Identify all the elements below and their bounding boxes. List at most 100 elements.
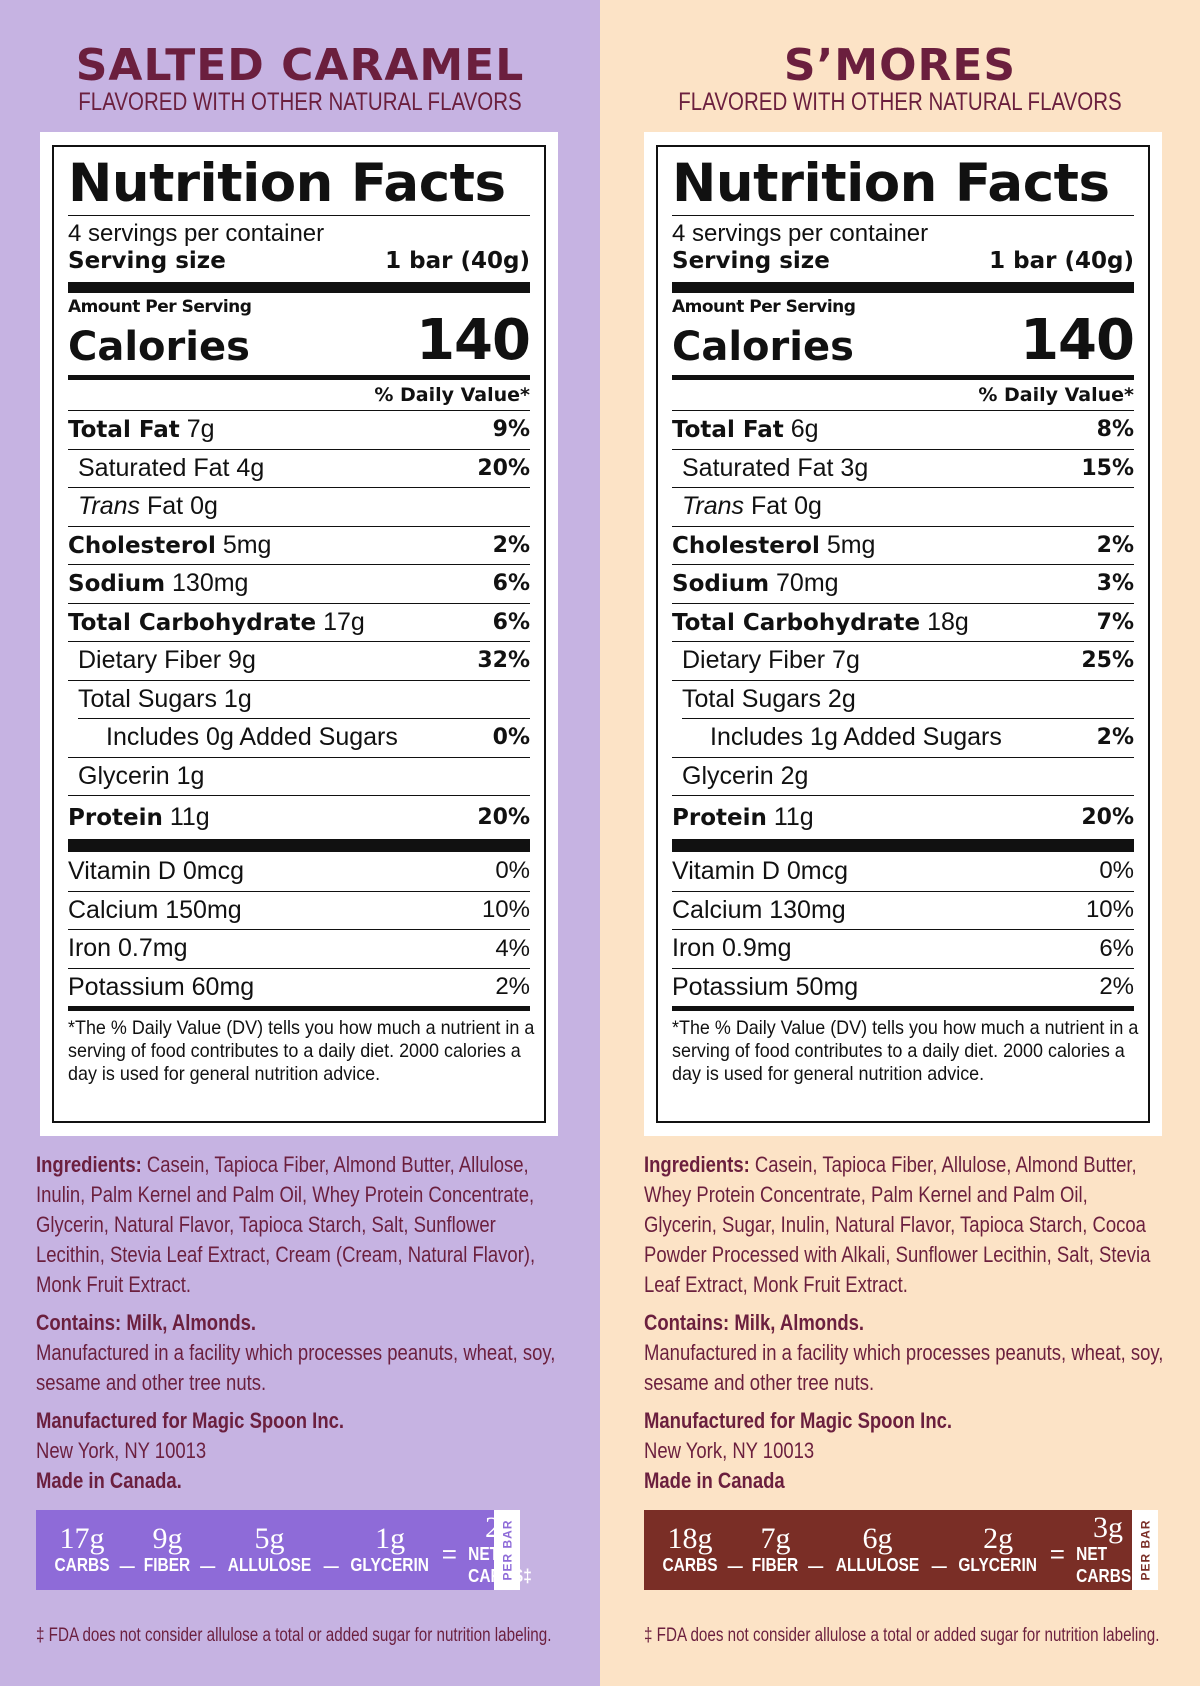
serving-size-label: Serving size — [68, 248, 226, 274]
cholesterol-row: Cholesterol 5mg 2% — [672, 525, 1134, 565]
potassium-row: Potassium 50mg 2% — [672, 967, 1134, 1007]
vitamin-d-row: Vitamin D 0mcg 0% — [672, 856, 1134, 885]
saturated-fat-dv: 20% — [477, 455, 530, 481]
potassium-row: Potassium 60mg 2% — [68, 967, 530, 1007]
ingredients-text: Ingredients: Casein, Tapioca Fiber, Almo… — [36, 1152, 536, 1297]
glycerin-row: Glycerin 2g — [672, 756, 1134, 796]
sodium-row: Sodium 70mg 3% — [672, 564, 1134, 603]
product-info: Ingredients: Casein, Tapioca Fiber, Almo… — [36, 1150, 557, 1496]
flavor-subtitle: FLAVORED WITH OTHER NATURAL FLAVORS — [678, 88, 1122, 116]
total-fat-row: Total Fat 6g 8% — [672, 410, 1134, 449]
net-carbs-equation: 18g CARBS _ 7g FIBER _ 6g ALLULOSE _ 2g GLYC… — [644, 1510, 1140, 1590]
serving-size-value: 1 bar (40g) — [385, 248, 530, 274]
calories-row: Calories 140 — [68, 313, 531, 370]
added-sugars-dv: 0% — [492, 725, 530, 751]
daily-value-header: % Daily Value* — [978, 384, 1134, 406]
sodium-dv: 3% — [1096, 571, 1134, 597]
dietary-fiber-dv: 32% — [477, 648, 530, 674]
manufactured-for: Manufactured for Magic Spoon Inc. — [36, 1408, 345, 1433]
calcium-row: Calcium 130mg 10% — [672, 890, 1134, 930]
vitamin-d-row: Vitamin D 0mcg 0% — [68, 856, 530, 885]
total-sugars-row: Total Sugars 1g — [68, 679, 530, 719]
daily-value-footnote: *The % Daily Value (DV) tells you how mu… — [68, 1017, 535, 1085]
smores-panel: S’MORES FLAVORED WITH OTHER NATURAL FLAV… — [600, 0, 1200, 1686]
added-sugars-row: Includes 1g Added Sugars 2% — [682, 718, 1134, 757]
salted-caramel-panel: SALTED CARAMEL FLAVORED WITH OTHER NATUR… — [0, 0, 600, 1686]
address: New York, NY 10013 — [644, 1438, 815, 1463]
calories-value: 140 — [416, 308, 531, 373]
nutrition-label-card: Nutrition Facts 4 servings per container… — [644, 132, 1162, 1136]
total-carbohydrate-row: Total Carbohydrate 17g 6% — [68, 602, 530, 642]
product-info: Ingredients: Casein, Tapioca Fiber, Allu… — [644, 1150, 1165, 1496]
flavor-title: S’MORES — [783, 40, 1017, 91]
per-bar-tag: PER BAR — [494, 1510, 520, 1590]
calories-value: 140 — [1020, 308, 1135, 373]
net-carbs-bar: 17g CARBS _ 9g FIBER _ 5g ALLULOSE _ 1g GLYC… — [36, 1510, 532, 1590]
protein-dv: 20% — [1081, 805, 1134, 830]
nutrition-facts-panel: Nutrition Facts 4 servings per container… — [52, 145, 546, 1123]
net-carbs-equation: 17g CARBS _ 9g FIBER _ 5g ALLULOSE _ 1g GLYC… — [36, 1510, 532, 1590]
saturated-fat-dv: 15% — [1081, 455, 1134, 481]
sodium-row: Sodium 130mg 6% — [68, 564, 530, 603]
calcium-row: Calcium 150mg 10% — [68, 890, 530, 930]
amount-per-serving: Amount Per Serving — [68, 297, 252, 317]
protein-row: Protein 11g 20% — [68, 795, 530, 839]
nutrition-facts-panel: Nutrition Facts 4 servings per container… — [656, 145, 1150, 1123]
protein-row: Protein 11g 20% — [672, 795, 1134, 839]
saturated-fat-row: Saturated Fat 4g 20% — [68, 448, 530, 488]
glycerin-row: Glycerin 1g — [68, 756, 530, 796]
calories-row: Calories 140 — [672, 313, 1135, 370]
flavor-title: SALTED CARAMEL — [75, 40, 525, 91]
total-fat-row: Total Fat 7g 9% — [68, 410, 530, 449]
trans-fat-row: Trans Fat 0g — [68, 487, 530, 526]
total-carbohydrate-dv: 7% — [1096, 609, 1134, 635]
made-in: Made in Canada — [644, 1468, 785, 1493]
per-bar-tag: PER BAR — [1132, 1510, 1158, 1590]
trans-fat-row: Trans Fat 0g — [672, 487, 1134, 526]
manufactured-for: Manufactured for Magic Spoon Inc. — [644, 1408, 953, 1433]
calories-label: Calories — [672, 324, 854, 370]
nutrition-facts-title: Nutrition Facts — [672, 153, 1110, 214]
facility-statement: Manufactured in a facility which process… — [644, 1340, 1164, 1395]
dietary-fiber-row: Dietary Fiber 7g 25% — [672, 641, 1134, 680]
total-carbohydrate-dv: 6% — [492, 609, 530, 635]
nutrition-facts-title: Nutrition Facts — [68, 153, 506, 214]
added-sugars-dv: 2% — [1096, 725, 1134, 751]
dietary-fiber-dv: 25% — [1081, 648, 1134, 674]
protein-dv: 20% — [477, 805, 530, 830]
total-sugars-row: Total Sugars 2g — [672, 679, 1134, 719]
total-carbohydrate-row: Total Carbohydrate 18g 7% — [672, 602, 1134, 642]
total-fat-dv: 8% — [1096, 417, 1134, 443]
calories-label: Calories — [68, 324, 250, 370]
net-carbs-bar: 18g CARBS _ 7g FIBER _ 6g ALLULOSE _ 2g GLYC… — [644, 1510, 1158, 1590]
ingredients-text: Ingredients: Casein, Tapioca Fiber, Allu… — [644, 1152, 1151, 1297]
contains-allergens: Contains: Milk, Almonds. — [36, 1310, 257, 1335]
fda-disclaimer: ‡ FDA does not consider allulose a total… — [36, 1625, 552, 1646]
address: New York, NY 10013 — [36, 1438, 207, 1463]
iron-row: Iron 0.9mg 6% — [672, 929, 1134, 968]
contains-allergens: Contains: Milk, Almonds. — [644, 1310, 865, 1335]
sodium-dv: 6% — [492, 571, 530, 597]
serving-size-label: Serving size — [672, 248, 830, 274]
dietary-fiber-row: Dietary Fiber 9g 32% — [68, 641, 530, 680]
nutrition-label-card: Nutrition Facts 4 servings per container… — [40, 132, 558, 1136]
cholesterol-dv: 2% — [1096, 532, 1134, 558]
added-sugars-row: Includes 0g Added Sugars 0% — [78, 718, 530, 757]
cholesterol-row: Cholesterol 5mg 2% — [68, 525, 530, 565]
flavor-subtitle: FLAVORED WITH OTHER NATURAL FLAVORS — [78, 88, 522, 116]
saturated-fat-row: Saturated Fat 3g 15% — [672, 448, 1134, 488]
facility-statement: Manufactured in a facility which process… — [36, 1340, 556, 1395]
total-fat-dv: 9% — [492, 417, 530, 443]
cholesterol-dv: 2% — [492, 532, 530, 558]
fda-disclaimer: ‡ FDA does not consider allulose a total… — [644, 1625, 1160, 1646]
serving-size-value: 1 bar (40g) — [989, 248, 1134, 274]
servings-per-container: 4 servings per container — [68, 220, 325, 247]
daily-value-header: % Daily Value* — [374, 384, 530, 406]
amount-per-serving: Amount Per Serving — [672, 297, 856, 317]
iron-row: Iron 0.7mg 4% — [68, 929, 530, 968]
daily-value-footnote: *The % Daily Value (DV) tells you how mu… — [672, 1017, 1139, 1085]
made-in: Made in Canada. — [36, 1468, 182, 1493]
servings-per-container: 4 servings per container — [672, 220, 929, 247]
serving-size-row: Serving size 1 bar (40g) — [672, 248, 1134, 282]
serving-size-row: Serving size 1 bar (40g) — [68, 248, 530, 282]
